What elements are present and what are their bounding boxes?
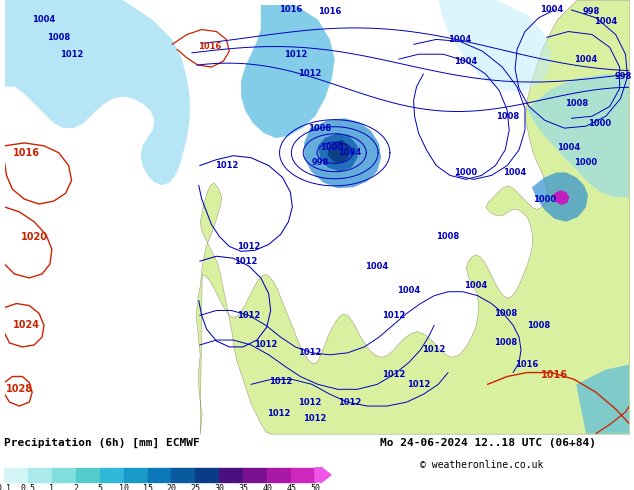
Text: 20: 20 (167, 484, 176, 490)
Bar (148, 468, 171, 482)
Text: 1004: 1004 (540, 5, 563, 14)
Text: 1004: 1004 (464, 281, 488, 290)
Text: © weatheronline.co.uk: © weatheronline.co.uk (420, 460, 543, 470)
Text: 1004: 1004 (397, 286, 420, 295)
Text: 0.5: 0.5 (20, 484, 36, 490)
Text: 1012: 1012 (237, 311, 261, 320)
Text: 15: 15 (143, 484, 153, 490)
Text: 1000: 1000 (320, 144, 344, 152)
Text: 1000: 1000 (574, 158, 598, 167)
Text: 1008: 1008 (494, 339, 517, 347)
Text: 2: 2 (74, 484, 78, 490)
Text: 1012: 1012 (254, 341, 278, 349)
Text: 0.1: 0.1 (0, 484, 11, 490)
Text: 1016: 1016 (515, 360, 539, 369)
Bar (124, 468, 148, 482)
Text: 1012: 1012 (338, 397, 361, 407)
Bar (4, 468, 28, 482)
Bar (28, 468, 52, 482)
Text: 1012: 1012 (60, 49, 83, 59)
Bar (171, 468, 195, 482)
Text: 1012: 1012 (407, 380, 430, 389)
Text: 1008: 1008 (308, 123, 332, 133)
Text: 30: 30 (214, 484, 224, 490)
Text: 1012: 1012 (215, 161, 238, 170)
Text: 25: 25 (190, 484, 200, 490)
Text: 1008: 1008 (494, 309, 517, 318)
Text: 1004: 1004 (32, 15, 56, 24)
Text: 1028: 1028 (6, 384, 33, 394)
Text: 1004: 1004 (557, 144, 580, 152)
Bar (291, 468, 315, 482)
Text: 1012: 1012 (283, 49, 307, 59)
Text: Precipitation (6h) [mm] ECMWF: Precipitation (6h) [mm] ECMWF (4, 438, 200, 448)
Text: 1008: 1008 (527, 321, 550, 330)
Bar (267, 468, 291, 482)
Text: 35: 35 (238, 484, 249, 490)
Text: 1008: 1008 (47, 33, 70, 42)
Text: 1016: 1016 (13, 148, 40, 158)
Text: 1012: 1012 (422, 345, 445, 354)
Text: 1004: 1004 (503, 168, 527, 177)
Text: 1016: 1016 (279, 5, 302, 14)
Text: 45: 45 (286, 484, 296, 490)
Text: 1: 1 (49, 484, 55, 490)
Text: 1012: 1012 (267, 410, 290, 418)
Text: 1012: 1012 (237, 242, 261, 251)
Text: Mo 24-06-2024 12..18 UTC (06+84): Mo 24-06-2024 12..18 UTC (06+84) (380, 438, 596, 448)
Text: 10: 10 (119, 484, 129, 490)
Text: 5: 5 (97, 484, 102, 490)
Text: 1016: 1016 (318, 7, 342, 16)
Text: 1004: 1004 (574, 54, 598, 64)
Bar (76, 468, 100, 482)
Text: 998: 998 (615, 73, 632, 81)
Text: 1008: 1008 (565, 99, 588, 108)
Text: 1016: 1016 (198, 42, 221, 51)
Bar (195, 468, 219, 482)
Text: 1000: 1000 (533, 195, 556, 203)
Bar (243, 468, 267, 482)
Text: 1024: 1024 (13, 320, 40, 330)
Bar (52, 468, 76, 482)
Text: 1012: 1012 (382, 370, 406, 379)
Text: 998: 998 (311, 158, 328, 167)
Text: 1020: 1020 (21, 232, 48, 242)
Text: 1008: 1008 (437, 232, 460, 241)
Bar (219, 468, 243, 482)
Text: 1000: 1000 (454, 168, 477, 177)
Text: 1004: 1004 (594, 17, 618, 26)
Text: 1016: 1016 (541, 369, 568, 380)
Text: 1012: 1012 (299, 70, 322, 78)
Text: 1004: 1004 (448, 35, 472, 44)
Text: 1008: 1008 (496, 112, 519, 121)
Text: 1000: 1000 (588, 119, 611, 128)
Bar (100, 468, 124, 482)
Text: 50: 50 (310, 484, 320, 490)
Text: 1012: 1012 (235, 257, 258, 266)
Text: 1012: 1012 (382, 311, 406, 320)
Text: 1012: 1012 (269, 377, 292, 386)
FancyArrow shape (315, 467, 331, 483)
Text: 1012: 1012 (299, 348, 322, 357)
Text: 1004: 1004 (338, 148, 361, 157)
Text: 998: 998 (583, 7, 600, 16)
Text: 1004: 1004 (365, 262, 389, 270)
Text: 1012: 1012 (303, 415, 327, 423)
Text: 1004: 1004 (454, 57, 477, 66)
Text: 40: 40 (262, 484, 272, 490)
Text: 1012: 1012 (299, 397, 322, 407)
